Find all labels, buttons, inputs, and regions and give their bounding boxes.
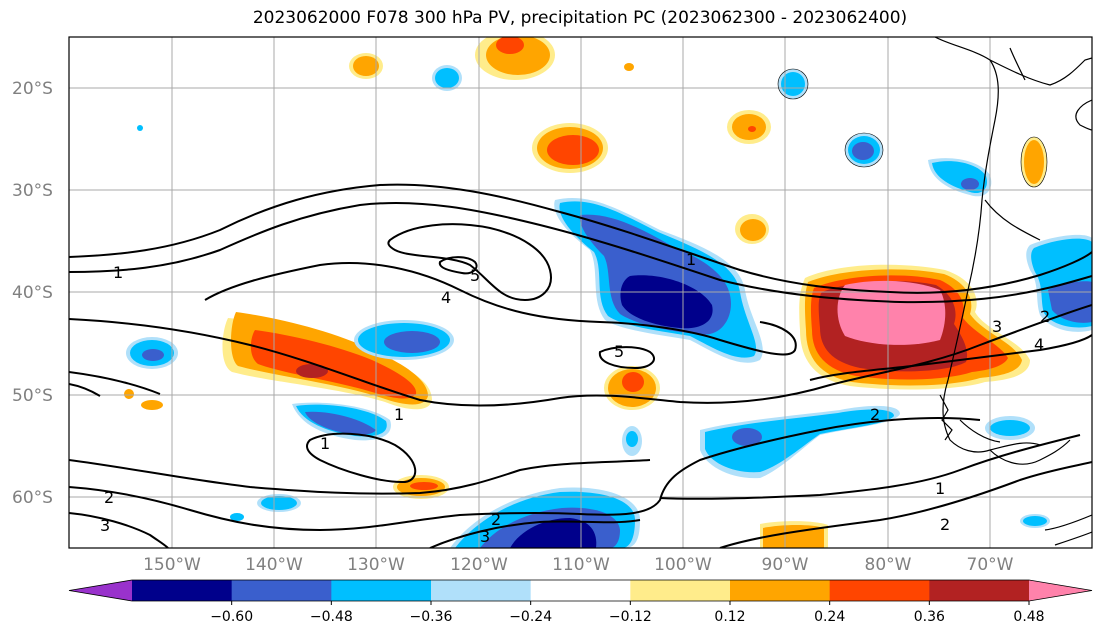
precip-blob-neg — [384, 331, 440, 353]
pv-label: 1 — [320, 434, 330, 453]
precip-blob-pos — [547, 135, 599, 165]
colorbar-segment — [431, 580, 532, 601]
pv-label: 3 — [100, 516, 110, 535]
precip-blob-neg — [137, 125, 143, 131]
map-frame — [68, 36, 1093, 549]
pv-label: 1 — [394, 405, 404, 424]
colorbar-tick-label: −0.24 — [509, 609, 552, 625]
precip-blob-neg — [305, 411, 376, 435]
precip-outlines — [777, 68, 1048, 188]
colorbar-segment — [231, 580, 332, 601]
pv-label: 2 — [1040, 307, 1050, 326]
lat-axis: 20°S 30°S 40°S 50°S 60°S — [12, 79, 53, 508]
pv-label: 4 — [441, 288, 451, 307]
pv-contour-labels: 1 1 2 2 2 3 3 3 4 4 5 5 1 2 1 2 1 — [100, 250, 1050, 546]
lon-label: 150°W — [143, 555, 201, 575]
colorbar-extend-high — [1029, 580, 1092, 601]
lat-label: 40°S — [12, 283, 53, 303]
lon-axis: 150°W 140°W 130°W 120°W 110°W 100°W 90°W… — [143, 555, 1014, 575]
precip-blob-pos — [250, 330, 417, 399]
precip-blob-neg — [510, 518, 597, 548]
precip-blob-neg — [852, 142, 874, 160]
lon-label: 120°W — [450, 555, 508, 575]
precip-blob-pos — [732, 114, 766, 140]
colorbar-segment — [132, 580, 233, 601]
colorbar-tick-label: 0.36 — [914, 609, 945, 625]
lon-label: 140°W — [245, 555, 303, 575]
precip-blob-pos — [124, 389, 134, 399]
colorbar-extend-low — [69, 580, 132, 601]
colorbar-segment — [630, 580, 731, 601]
lat-label: 60°S — [12, 488, 53, 508]
colorbar-tick-label: −0.48 — [310, 609, 353, 625]
precip-blob-pos — [296, 364, 328, 378]
precip-blob-pos — [622, 372, 644, 392]
colorbar-tick-label: −0.36 — [410, 609, 453, 625]
pv-label: 3 — [992, 317, 1002, 336]
precip-blob-pos — [141, 400, 163, 410]
precip-blob-neg — [781, 72, 805, 96]
precip-blob-pos — [837, 280, 946, 345]
pv-label: 1 — [935, 479, 945, 498]
precip-blob-neg — [142, 349, 164, 361]
pv-label: 1 — [113, 263, 123, 282]
precip-blob-neg — [261, 496, 297, 510]
coastline — [934, 37, 1092, 546]
precip-blob-neg — [620, 275, 713, 329]
precip-blob-neg — [230, 513, 244, 521]
colorbar-tick-label: −0.12 — [609, 609, 652, 625]
lon-label: 70°W — [967, 555, 1014, 575]
colorbar: −0.60 −0.48 −0.36 −0.24 −0.12 0.12 0.24 0.36 0.4… — [68, 579, 1093, 625]
colorbar-tick-label: 0.24 — [814, 609, 845, 625]
lat-label: 20°S — [12, 79, 53, 99]
precip-blob-neg — [961, 178, 979, 190]
precip-blob-pos — [353, 56, 379, 76]
pv-label: 2 — [870, 405, 880, 424]
lon-label: 80°W — [865, 555, 912, 575]
pv-label: 4 — [1034, 335, 1044, 354]
precip-blob-pos — [624, 63, 634, 71]
precip-fill-layer — [124, 37, 1092, 548]
pv-label: 2 — [491, 510, 501, 529]
lon-label: 100°W — [654, 555, 712, 575]
colorbar-outline — [68, 579, 1093, 602]
precip-blob-neg — [435, 68, 459, 88]
precip-blob-pos — [496, 37, 524, 54]
pv-label: 1 — [686, 250, 696, 269]
precip-blob-pos — [740, 219, 766, 241]
lat-label: 50°S — [12, 386, 53, 406]
colorbar-tick-label: 0.48 — [1013, 609, 1044, 625]
pv-label: 2 — [104, 488, 114, 507]
precip-blob-neg — [732, 428, 762, 446]
precip-blob-pos — [1024, 140, 1044, 184]
precip-blob-neg — [1023, 516, 1047, 526]
map-title: 2023062000 F078 300 hPa PV, precipitatio… — [252, 8, 908, 28]
colorbar-segment — [331, 580, 432, 601]
colorbar-segment — [530, 580, 631, 601]
precip-blob-neg — [990, 420, 1030, 436]
pv-contours — [69, 183, 1092, 548]
colorbar-tick-label: 0.12 — [714, 609, 745, 625]
pv-label: 2 — [940, 515, 950, 534]
lon-label: 130°W — [347, 555, 405, 575]
pv-label: 5 — [470, 266, 480, 285]
colorbar-tick-label: −0.60 — [210, 609, 253, 625]
lat-label: 30°S — [12, 181, 53, 201]
lon-label: 90°W — [762, 555, 809, 575]
pv-label: 5 — [614, 342, 624, 361]
precip-blob-pos — [410, 482, 438, 490]
colorbar-segment — [730, 580, 831, 601]
lon-label: 110°W — [552, 555, 610, 575]
colorbar-segment — [929, 580, 1030, 601]
precip-blob-neg — [626, 431, 638, 447]
precip-blob-pos — [763, 525, 824, 548]
precip-blob-pos — [748, 126, 756, 132]
colorbar-segment — [829, 580, 930, 601]
pv-label: 3 — [480, 527, 490, 546]
